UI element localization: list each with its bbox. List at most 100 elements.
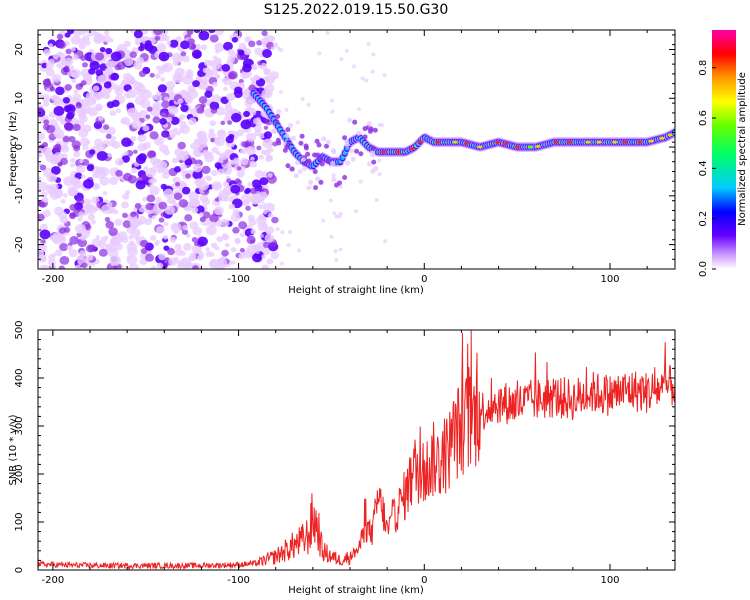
spectrogram-noise-blob — [66, 30, 75, 35]
snr-ytick-label: 100 — [14, 512, 25, 531]
spectrogram-sparse-blob — [270, 46, 275, 51]
spectrogram-noise-blob — [121, 155, 130, 163]
spectrogram-noise-blob — [139, 109, 148, 118]
spectrogram-noise-blob — [142, 197, 148, 202]
spectrogram-noise-blob — [122, 220, 132, 229]
spectrogram-noise-blob — [227, 130, 233, 135]
ridge-hotspot — [417, 140, 423, 144]
spectrogram-noise-blob — [71, 54, 79, 61]
spectrogram-noise-blob — [159, 117, 167, 125]
spectrogram-noise-blob — [204, 90, 213, 98]
ridge-scatter-blob — [370, 168, 376, 174]
spectrogram-noise-blob — [173, 166, 182, 173]
spectrogram-noise-blob — [99, 46, 106, 53]
ridge-hotspot — [494, 141, 500, 144]
spectrogram-noise-blob — [243, 250, 253, 259]
spectrogram-ytick-label: 20 — [14, 43, 25, 56]
spectrogram-noise-blob — [88, 68, 96, 75]
spectrogram-noise-blob — [191, 49, 202, 59]
spectrogram-noise-blob — [214, 206, 224, 216]
spectrogram-noise-blob — [123, 40, 131, 47]
spectrogram-noise-blob — [86, 30, 96, 37]
spectrogram-noise-blob — [237, 49, 245, 56]
snr-xtick-label: -200 — [42, 575, 65, 586]
spectrogram-noise-blob — [70, 35, 82, 45]
spectrogram-noise-blob — [154, 73, 161, 79]
ridge-scatter-blob — [306, 158, 312, 164]
spectrogram-noise-blob — [238, 42, 247, 50]
spectrogram-noise-blob — [240, 157, 249, 166]
spectrogram-noise-blob — [210, 107, 218, 114]
spectrogram-noise-blob — [149, 72, 155, 78]
spectrogram-noise-blob — [83, 198, 92, 206]
spectrogram-noise-blob — [166, 41, 172, 46]
colorbar: 0.0 0.2 0.4 0.6 0.8 Normalized spectral ampl… — [698, 30, 748, 277]
spectrogram-noise-blob — [68, 135, 76, 143]
spectrogram-noise-blob — [267, 212, 274, 219]
spectrogram-noise-blob — [177, 263, 183, 269]
spectrogram-noise-blob — [108, 227, 118, 236]
ridge-scatter-blob — [342, 135, 348, 141]
spectrogram-noise-blob — [70, 117, 79, 125]
spectrogram-sparse-blob — [377, 158, 382, 163]
spectrogram-noise-blob — [45, 68, 55, 77]
snr-ytick-label: 200 — [14, 464, 25, 483]
spectrogram-noise-blob — [40, 191, 48, 198]
spectrogram-noise-blob — [258, 154, 265, 160]
spectrogram-noise-blob — [272, 42, 279, 48]
ridge-hotspot — [585, 140, 591, 144]
spectrogram-noise-blob — [254, 129, 262, 137]
spectrogram-noise-blob — [137, 215, 147, 225]
spectrogram-noise-blob — [105, 133, 112, 140]
spectrogram-noise-blob — [145, 114, 151, 119]
snr-frame — [37, 329, 676, 571]
spectrogram-noise-blob — [192, 170, 203, 180]
spectrogram-noise-blob — [169, 39, 179, 48]
ridge-hotspot — [452, 140, 458, 144]
spectrogram-noise-blob — [59, 216, 69, 224]
spectrogram-noise-blob — [105, 47, 113, 55]
spectrogram-noise-blob — [80, 235, 87, 241]
spectrogram-sparse-blob — [332, 211, 337, 216]
spectrogram-noise-blob — [114, 218, 123, 226]
spectrogram-noise-blob — [223, 41, 233, 51]
spectrogram-noise-blob — [162, 62, 174, 73]
spectrogram-noise-blob — [251, 79, 256, 84]
spectrogram-noise-blob — [107, 247, 119, 258]
spectrogram-noise-blob — [155, 226, 165, 234]
spectrogram-noise-blob — [257, 60, 263, 66]
spectrogram-sparse-blob — [338, 247, 343, 252]
spectrogram-xlabel: Height of straight line (km) — [288, 285, 424, 296]
spectrogram-noise-blob — [148, 150, 156, 158]
spectrogram-noise-blob — [48, 58, 55, 65]
spectrogram-noise-blob — [180, 104, 189, 112]
spectrogram-noise-blob — [176, 55, 185, 63]
spectrogram-noise-blob — [254, 75, 261, 81]
spectrogram-noise-blob — [69, 203, 78, 211]
spectrogram-noise-blob — [247, 182, 253, 187]
ridge-scatter-blob — [369, 152, 375, 158]
snr-ytick-label: 0 — [14, 567, 25, 573]
snr-ylabel: SNR (10 * v/v) — [8, 414, 19, 485]
snr-ytick-label: 400 — [14, 368, 25, 387]
ridge-hotspot — [528, 145, 534, 149]
spectrogram-noise-blob — [116, 61, 126, 70]
spectrogram-noise-blob — [69, 212, 77, 220]
spectrogram-noise-blob — [140, 247, 148, 255]
spectrogram-noise-blob — [165, 80, 176, 90]
spectrogram-sparse-blob — [279, 261, 284, 266]
ridge-hotspot — [648, 139, 654, 143]
spectrogram-noise-blob — [130, 211, 137, 217]
spectrogram-noise-blob — [188, 117, 197, 126]
spectrogram-noise-blob — [265, 226, 275, 235]
spectrogram-sparse-blob — [330, 109, 335, 114]
spectrogram-noise-blob — [43, 48, 51, 56]
spectrogram-noise-blob — [53, 105, 65, 116]
spectrogram-noise-blob — [70, 163, 75, 168]
spectrogram-noise-blob — [97, 91, 105, 99]
spectrogram-noise-blob — [82, 144, 89, 151]
spectrogram-noise-blob — [62, 193, 68, 198]
ridge-scatter-blob — [352, 119, 358, 125]
spectrogram-noise-blob — [212, 55, 218, 60]
spectrogram-noise-blob — [260, 149, 266, 155]
